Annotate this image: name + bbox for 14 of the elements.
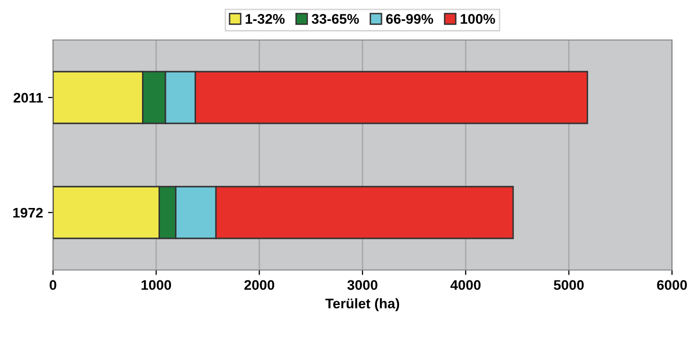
x-tick-label: 6000: [657, 280, 687, 290]
legend-label: 1-32%: [246, 14, 285, 24]
x-axis-title: Terület (ha): [325, 298, 400, 312]
x-tick-label: 5000: [554, 280, 584, 290]
y-tick-label: 2011: [14, 92, 43, 103]
y-tick-label: 1972: [13, 208, 43, 218]
legend-label: 33-65%: [312, 14, 359, 24]
x-tick-label: 1000: [142, 280, 172, 290]
legend-label: 100%: [460, 14, 496, 24]
x-tick-label: 3000: [347, 280, 378, 290]
legend-label: 66-99%: [386, 14, 434, 24]
x-tick-label: 2000: [244, 280, 274, 290]
x-tick-label: 0: [50, 280, 56, 290]
x-tick-label: 4000: [450, 280, 481, 290]
